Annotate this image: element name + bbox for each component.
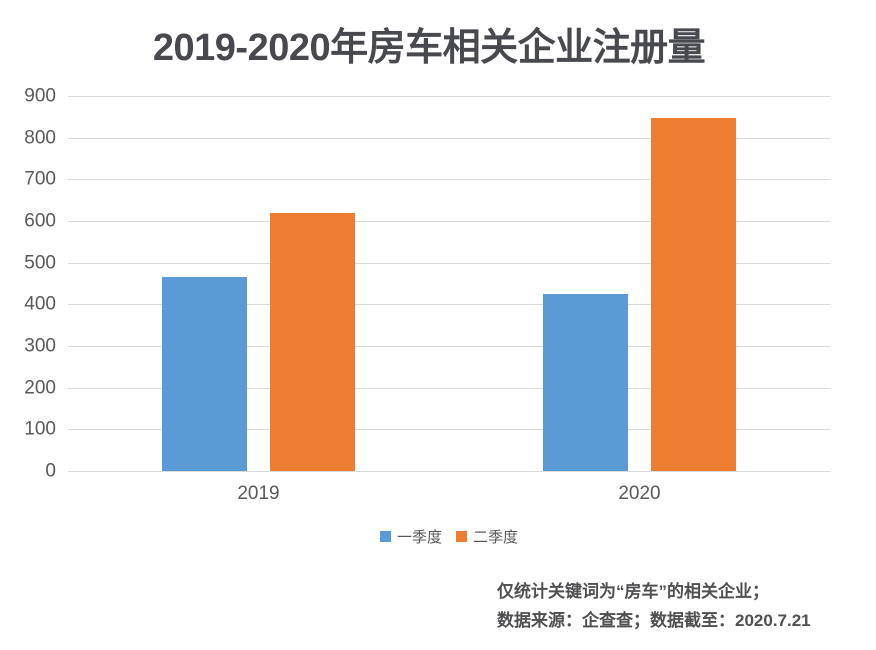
bar-2019-一季度 (162, 277, 247, 471)
gridline-800 (68, 137, 830, 139)
x-axis-label-2019: 2019 (237, 483, 280, 504)
y-tick-label: 700 (24, 168, 56, 190)
gridline-100 (68, 429, 830, 431)
footnote: 仅统计关键词为“房车”的相关企业； 数据来源：企查查；数据截至：2020.7.2… (497, 577, 811, 635)
gridline-200 (68, 387, 830, 389)
y-tick-label: 600 (24, 210, 56, 232)
gridline-700 (68, 179, 830, 181)
gridline-400 (68, 304, 830, 306)
legend-item-二季度: 二季度 (456, 526, 518, 547)
gridline-500 (68, 262, 830, 264)
chart-legend: 一季度 二季度 (68, 526, 830, 547)
gridline-600 (68, 221, 830, 222)
y-tick-label: 900 (24, 85, 56, 107)
bar-group-2019 (68, 96, 449, 471)
y-tick-label: 100 (24, 418, 56, 440)
gridline-0 (68, 471, 830, 472)
legend-item-一季度: 一季度 (379, 526, 442, 547)
bar-2019-二季度 (270, 212, 355, 471)
gridline-300 (68, 346, 830, 347)
y-tick-label: 800 (24, 127, 56, 149)
y-tick-label: 500 (24, 252, 56, 274)
legend-swatch-icon (456, 531, 467, 542)
footnote-line-2: 数据来源：企查查；数据截至：2020.7.21 (497, 611, 811, 630)
y-tick-label: 0 (45, 460, 56, 482)
chart-title: 2019-2020年房车相关企业注册量 (152, 27, 706, 69)
bar-group-2020 (449, 96, 830, 471)
y-tick-label: 300 (24, 335, 56, 357)
bar-2020-一季度 (543, 293, 628, 471)
gridline-900 (68, 96, 830, 97)
bar-2020-二季度 (651, 117, 736, 471)
footnote-line-1: 仅统计关键词为“房车”的相关企业； (497, 582, 769, 601)
plot-area: 0 100 200 300 400 500 600 700 800 900 2019 2020 (24, 87, 830, 504)
y-tick-label: 200 (24, 377, 56, 399)
legend-label: 一季度 (396, 529, 442, 546)
legend-swatch-icon (379, 531, 391, 542)
legend-label: 二季度 (473, 529, 519, 546)
y-tick-label: 400 (24, 293, 56, 315)
x-axis-label-2020: 2020 (618, 483, 661, 504)
